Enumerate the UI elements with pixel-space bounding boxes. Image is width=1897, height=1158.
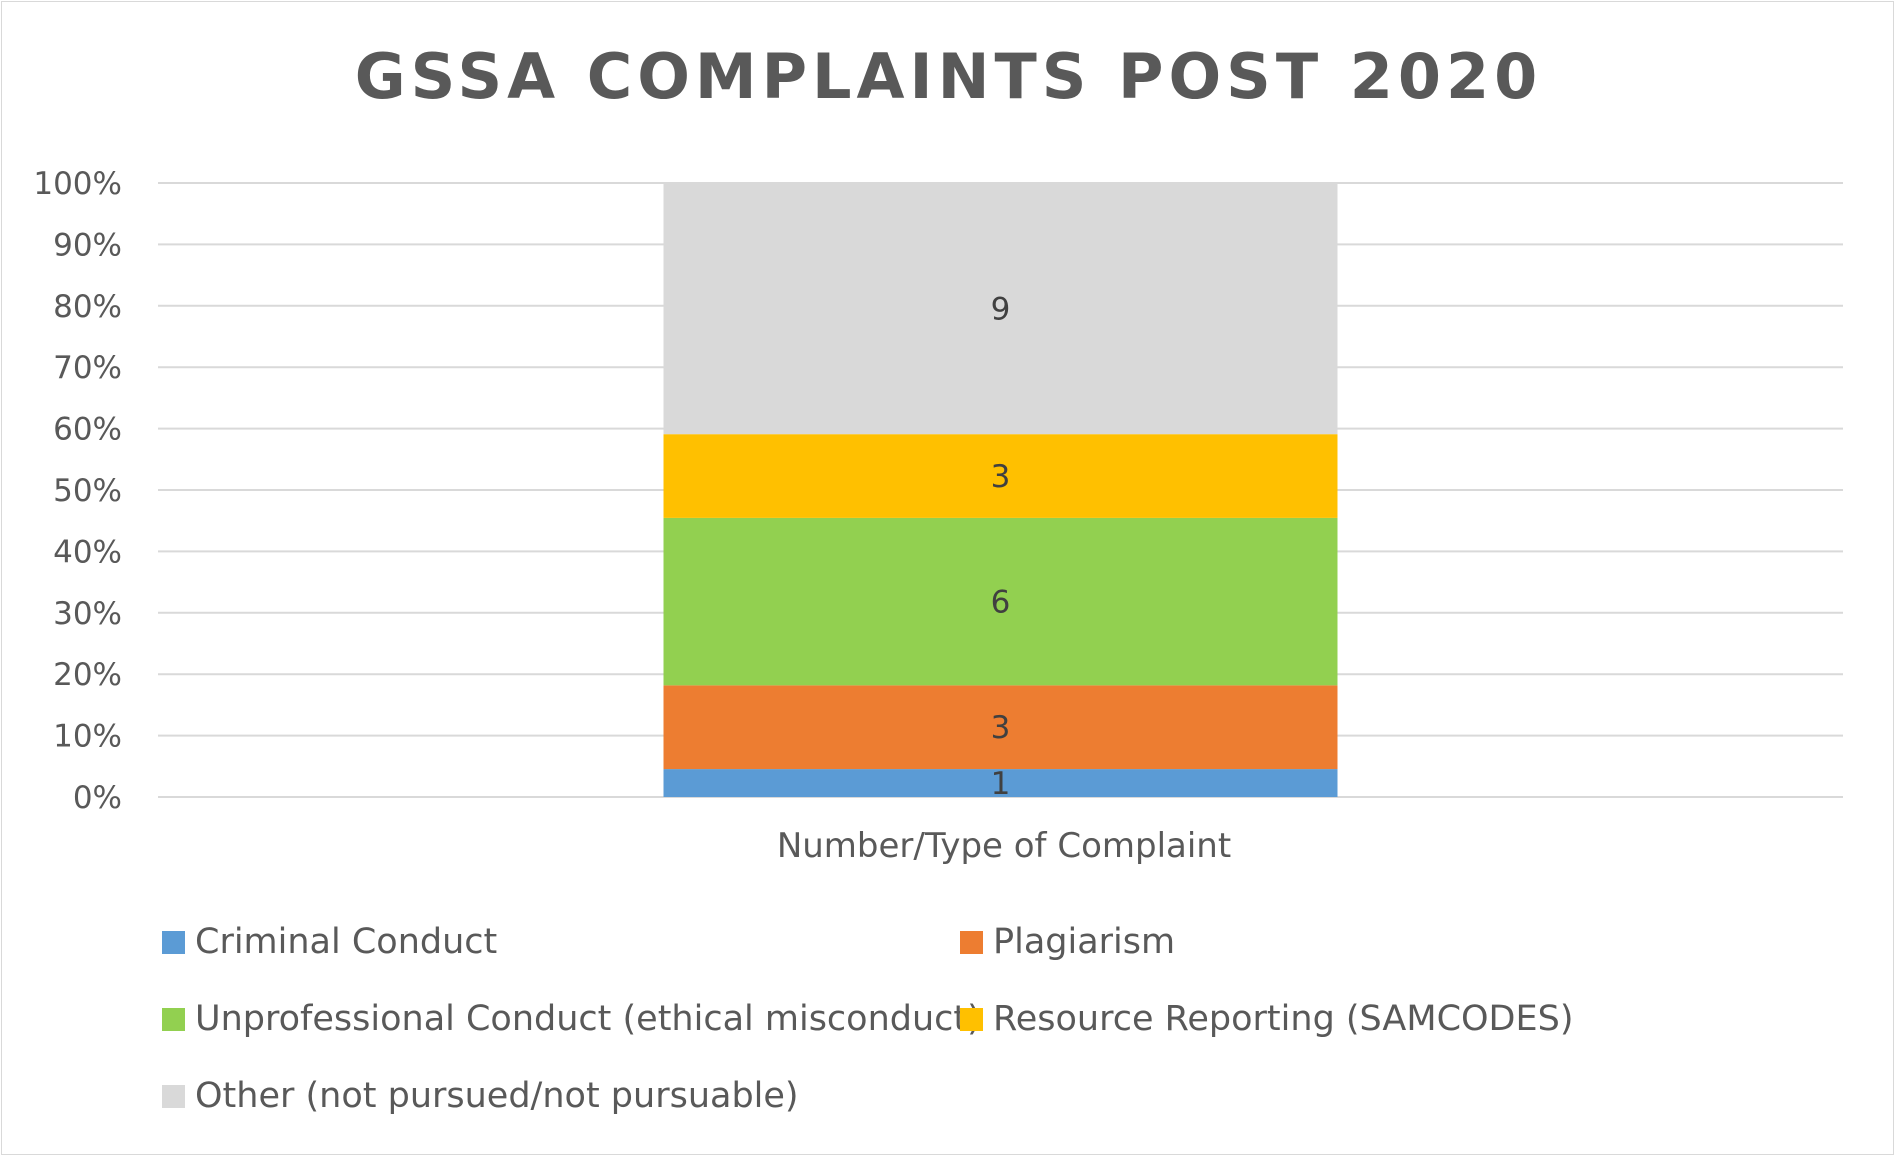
bar-segment [663, 517, 1338, 686]
data-label: 1 [991, 766, 1011, 802]
data-label: 3 [991, 710, 1011, 746]
legend-label: Resource Reporting (SAMCODES) [993, 999, 1574, 1039]
y-tick-label: 0% [73, 780, 122, 816]
legend-swatch [960, 930, 983, 954]
bar-segment [663, 183, 1338, 435]
x-axis-label: Number/Type of Complaint [776, 826, 1232, 866]
y-tick-label: 70% [53, 350, 122, 386]
legend-swatch [960, 1007, 983, 1031]
y-tick-label: 90% [53, 227, 122, 263]
legend-label: Plagiarism [993, 922, 1176, 962]
data-label: 6 [991, 585, 1011, 621]
y-tick-label: 20% [53, 657, 122, 693]
legend-swatch [162, 1007, 185, 1031]
legend-item: Other (not pursued/not pursuable) [162, 1073, 799, 1119]
bar-segment [663, 769, 1338, 797]
bar-segment [663, 434, 1338, 518]
legend-item: Unprofessional Conduct (ethical miscondu… [162, 996, 981, 1042]
y-tick-label: 40% [53, 534, 122, 570]
y-tick-label: 80% [53, 289, 122, 325]
legend-label: Unprofessional Conduct (ethical miscondu… [195, 999, 981, 1039]
y-tick-label: 30% [53, 596, 122, 632]
legend-item: Resource Reporting (SAMCODES) [960, 996, 1574, 1042]
y-tick-label: 60% [53, 412, 122, 448]
legend-label: Other (not pursued/not pursuable) [195, 1076, 799, 1116]
y-tick-label: 100% [33, 166, 122, 202]
legend-item: Plagiarism [960, 919, 1175, 965]
y-tick-label: 50% [53, 473, 122, 509]
data-label: 3 [991, 459, 1011, 495]
y-tick-label: 10% [53, 719, 122, 755]
legend-swatch [162, 1084, 185, 1108]
chart-title: GSSA COMPLAINTS POST 2020 [354, 40, 1543, 113]
data-label: 9 [991, 292, 1011, 328]
legend-item: Criminal Conduct [162, 919, 497, 965]
bar-segment [663, 685, 1338, 770]
legend-swatch [162, 930, 185, 954]
legend-label: Criminal Conduct [195, 922, 498, 962]
